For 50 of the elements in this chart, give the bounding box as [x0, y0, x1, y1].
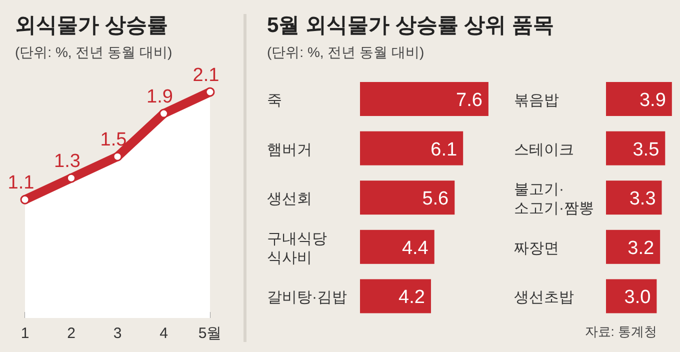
- bar: [360, 131, 464, 166]
- data-label: 6.1: [430, 139, 458, 160]
- x-tick-label: 3: [113, 325, 122, 342]
- data-label: 4.4: [402, 238, 429, 259]
- y-tick-label: 갈비탕·김밥: [267, 289, 347, 306]
- bar: [360, 230, 434, 264]
- point: [20, 194, 30, 204]
- y-tick-label: 볶음밥: [514, 92, 559, 109]
- data-label: 1.3: [54, 151, 80, 172]
- x-tick-label: 5월: [198, 325, 222, 342]
- data-label: 7.6: [456, 90, 482, 111]
- chart-subtitle: (단위: %, 전년 동월 대비): [267, 44, 424, 60]
- chart-title: 외식물가 상승률: [15, 14, 168, 37]
- point: [159, 108, 168, 118]
- y-tick-label: 불고기· 소고기·짬뽕: [514, 181, 594, 218]
- x-tick-label: 4: [160, 325, 168, 342]
- y-tick-label: 죽: [267, 92, 282, 109]
- chart-title: 5월 외식물가 상승률 상위 품목: [267, 14, 554, 37]
- x-tick-label: 1: [20, 325, 30, 342]
- data-label: 3.9: [639, 90, 666, 111]
- x-tick-label: 2: [67, 325, 76, 342]
- chart-subtitle: (단위: %, 전년 동월 대비): [15, 44, 172, 60]
- text: 자료: 통계청: [584, 324, 657, 339]
- data-label: 3.0: [624, 287, 651, 308]
- bar: [606, 230, 660, 264]
- point: [112, 152, 122, 162]
- bar: [360, 279, 431, 314]
- data-label: 2.1: [192, 65, 220, 86]
- bar: [360, 82, 488, 116]
- data-label: 3.5: [632, 139, 660, 160]
- data-label: 1.1: [8, 172, 34, 194]
- bar: [606, 279, 657, 314]
- bar: [606, 180, 662, 215]
- data-label: 1.5: [100, 130, 127, 151]
- point: [66, 173, 76, 183]
- data-label: 4.2: [398, 287, 425, 308]
- bar: [606, 82, 672, 116]
- y-tick-label: 생선초밥: [514, 289, 574, 306]
- data-label: 3.2: [628, 238, 654, 259]
- y-tick-label: 구내식당 식사비: [267, 230, 327, 266]
- y-tick-label: 스테이크: [514, 141, 574, 158]
- y-tick-label: 생선회: [267, 190, 312, 208]
- point: [205, 87, 215, 97]
- y-tick-label: 짜장면: [514, 240, 559, 257]
- data-label: 5.6: [422, 188, 449, 210]
- data-label: 3.3: [629, 188, 656, 210]
- y-tick-label: 햄버거: [267, 141, 312, 158]
- bar: [606, 131, 666, 166]
- bar: [360, 180, 455, 215]
- data-label: 1.9: [146, 86, 173, 108]
